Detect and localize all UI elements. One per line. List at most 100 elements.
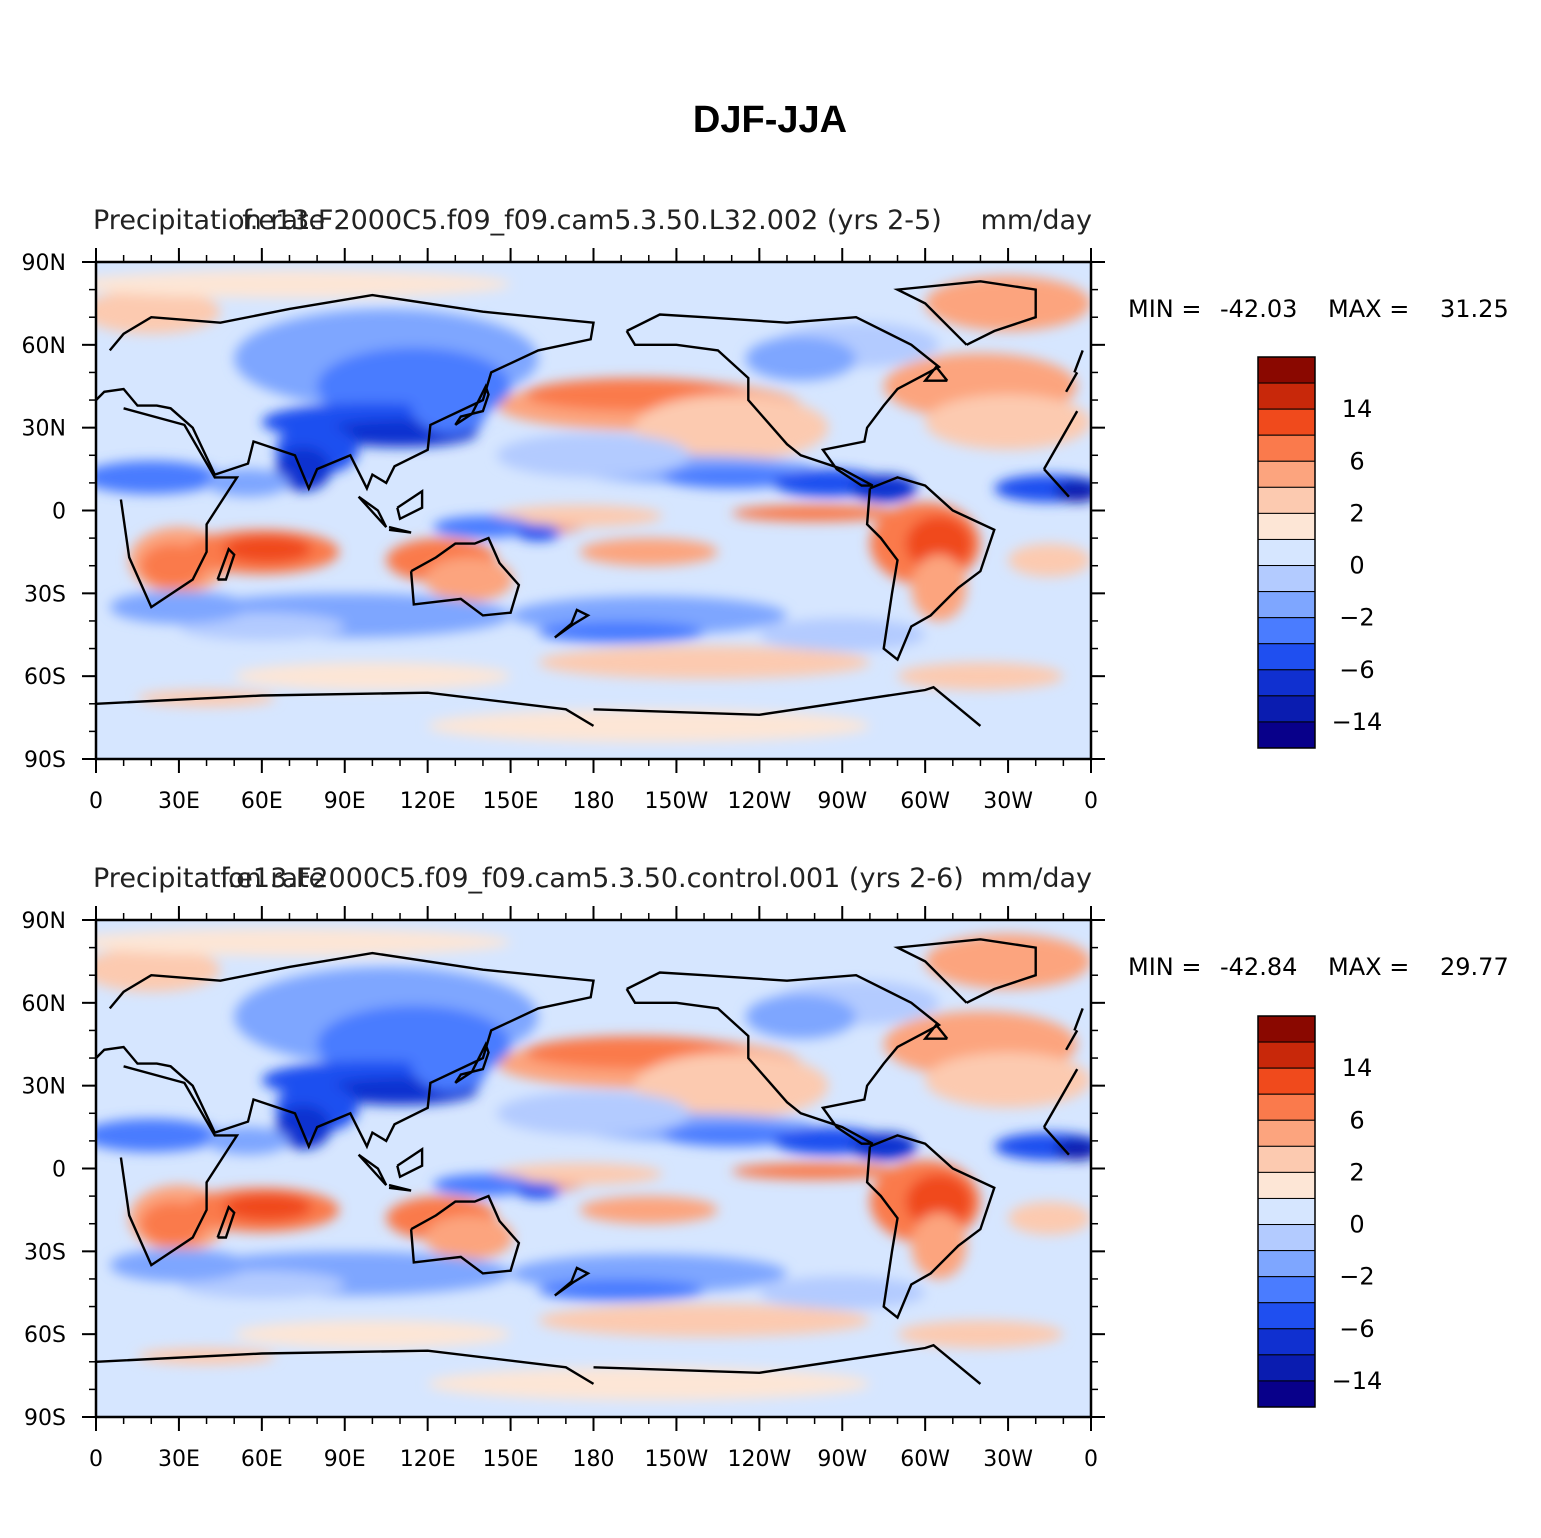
- panel-center-label: f.e13.F2000C5.f09_f09.cam5.3.50.control.…: [220, 863, 964, 894]
- field-blob: [234, 1320, 511, 1348]
- coastline: [216, 1205, 236, 1239]
- x-tick-label: 150W: [645, 789, 709, 814]
- y-tick-label: 30S: [24, 1240, 66, 1265]
- field-blob: [662, 466, 801, 489]
- field-blob: [1008, 1201, 1091, 1235]
- colorbar-swatch: [1257, 512, 1316, 540]
- y-tick-label: 30N: [22, 417, 66, 442]
- x-tick-label: 90E: [324, 789, 366, 814]
- coastline: [96, 1349, 595, 1385]
- field-blob: [925, 1052, 1091, 1108]
- min-label: MIN =: [1128, 295, 1201, 323]
- field-blob: [634, 1052, 829, 1119]
- x-tick-label: 0: [1084, 1447, 1098, 1472]
- colorbar-swatch: [1257, 460, 1316, 488]
- max-value: 29.77: [1440, 953, 1509, 981]
- y-tick-label: 60N: [22, 334, 66, 359]
- field-blob: [275, 446, 331, 492]
- panel-top: Precipitation rate f.e13.F2000C5.f09_f09…: [22, 205, 1509, 814]
- coastline: [1043, 1126, 1070, 1156]
- colorbar-swatch: [1257, 1041, 1316, 1069]
- field-blob: [96, 947, 221, 992]
- field-blob: [516, 524, 561, 541]
- coastline: [357, 1153, 388, 1186]
- x-tick-label: 120E: [400, 1447, 456, 1472]
- field-blob: [538, 620, 705, 644]
- x-tick-label: 30W: [983, 1447, 1033, 1472]
- x-tick-label: 60W: [900, 789, 950, 814]
- coastline: [865, 1134, 996, 1320]
- colorbar: 14 6 2 0 −2 −6 −14: [1257, 356, 1383, 749]
- field-blob: [275, 1104, 331, 1150]
- y-tick-label: 0: [52, 500, 66, 525]
- field-blob: [759, 618, 926, 652]
- x-tick-label: 60E: [241, 1447, 283, 1472]
- x-tick-label: 90W: [817, 789, 867, 814]
- colorbar-swatch: [1257, 1015, 1316, 1043]
- coastline: [216, 547, 236, 581]
- field-blob: [897, 662, 1064, 690]
- colorbar-label: 6: [1349, 447, 1364, 475]
- coastline: [1042, 410, 1079, 470]
- coastline: [357, 495, 388, 528]
- coastline: [409, 536, 521, 617]
- field-blob: [579, 1196, 718, 1224]
- x-tick-label: 150E: [483, 789, 539, 814]
- field-blob: [911, 1212, 967, 1279]
- field-blob: [424, 557, 514, 602]
- field-blob: [96, 460, 221, 494]
- x-tick-label: 30E: [158, 789, 200, 814]
- field-blob: [206, 469, 290, 497]
- coastline: [388, 525, 412, 534]
- colorbar-swatch: [1257, 1354, 1316, 1382]
- field-blob: [411, 1035, 489, 1092]
- coastline: [409, 1194, 521, 1275]
- field-blob: [905, 516, 973, 572]
- colorbar-label: −6: [1339, 1315, 1374, 1343]
- field-blob: [234, 662, 511, 690]
- x-tick-label: 30W: [983, 789, 1033, 814]
- y-tick-label: 90S: [24, 748, 66, 773]
- x-tick-label: 90W: [817, 1447, 867, 1472]
- colorbar-label: −6: [1339, 656, 1374, 684]
- y-tick-label: 90N: [22, 909, 66, 934]
- field-blob: [96, 1118, 221, 1152]
- field-blob: [745, 336, 857, 381]
- field-blob: [496, 1091, 691, 1136]
- coastline: [1065, 371, 1079, 393]
- field-blob: [925, 394, 1091, 450]
- x-tick-label: 90E: [324, 1447, 366, 1472]
- colorbar-swatch: [1257, 1224, 1316, 1252]
- coastline: [865, 476, 996, 662]
- colorbar-label: −2: [1339, 604, 1374, 632]
- field-blob: [662, 1124, 801, 1147]
- field-blob: [1055, 480, 1091, 503]
- panel-left-label: Precipitation rate: [93, 205, 325, 236]
- coastline: [893, 938, 1037, 1004]
- coastline: [96, 691, 595, 727]
- colorbar-swatch: [1257, 1302, 1316, 1330]
- colorbar-swatch: [1257, 1119, 1316, 1147]
- panel-center-label: f.e13.F2000C5.f09_f09.cam5.3.50.L32.002 …: [242, 205, 941, 236]
- field-blob: [911, 554, 967, 621]
- colorbar-label: −14: [1332, 708, 1383, 736]
- field-blob: [925, 933, 1091, 990]
- x-tick-label: 150W: [645, 1447, 709, 1472]
- coastline: [96, 293, 595, 492]
- coastline: [119, 407, 240, 609]
- y-tick-label: 90S: [24, 1406, 66, 1431]
- max-label: MAX =: [1328, 953, 1409, 981]
- colorbar-swatch: [1257, 669, 1316, 697]
- x-tick-label: 120W: [727, 789, 791, 814]
- field-blob: [905, 1174, 973, 1230]
- colorbar-swatch: [1257, 1093, 1316, 1121]
- y-tick-label: 90N: [22, 251, 66, 276]
- x-tick-label: 0: [1084, 789, 1098, 814]
- colorbar-label: 0: [1349, 552, 1364, 580]
- x-tick-label: 120E: [400, 789, 456, 814]
- field-blob: [538, 1278, 705, 1302]
- coastline: [454, 383, 490, 426]
- colorbar-swatch: [1257, 565, 1316, 593]
- colorbar-swatch: [1257, 1276, 1316, 1304]
- y-tick-label: 60S: [24, 665, 66, 690]
